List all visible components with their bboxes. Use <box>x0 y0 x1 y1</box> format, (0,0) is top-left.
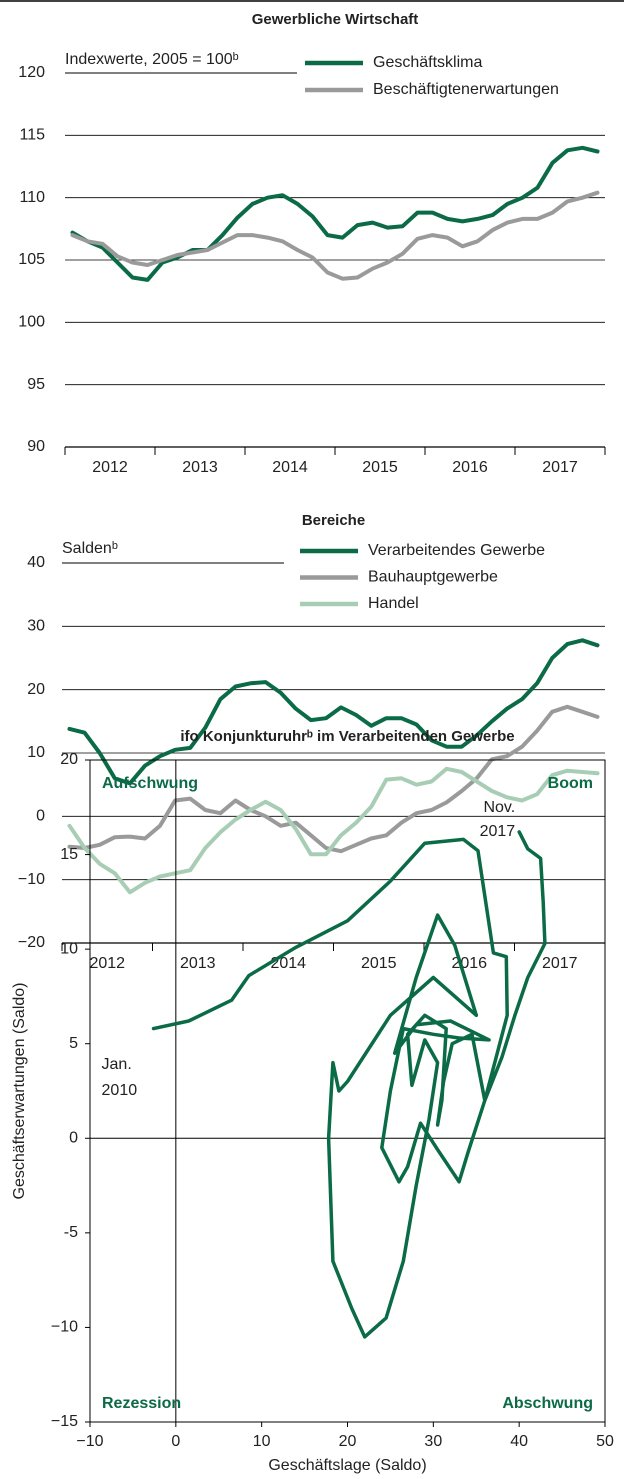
x-tick-label: 10 <box>253 1433 271 1450</box>
y-tick-label: 5 <box>69 1035 78 1052</box>
quadrant-label: Aufschwung <box>102 775 198 792</box>
end-label: 2017 <box>480 823 516 840</box>
legend-label: Verarbeitendes Gewerbe <box>368 542 545 559</box>
data-line <box>67 704 600 854</box>
data-line <box>70 145 600 282</box>
y-tick-label: -5 <box>64 1224 78 1241</box>
y-tick-label: 10 <box>60 940 78 957</box>
y-tick-label: 0 <box>69 1130 78 1147</box>
start-label: Jan. <box>102 1056 132 1073</box>
x-tick-label: 2013 <box>180 955 216 972</box>
x-tick-label: 2014 <box>272 459 308 476</box>
y-tick-label: 120 <box>18 64 45 81</box>
x-tick-label: 2012 <box>92 459 128 476</box>
unit-label: Indexwerte, 2005 = 100ᵇ <box>65 51 239 68</box>
data-line <box>151 830 547 1339</box>
y-tick-label: 40 <box>27 554 45 571</box>
y-tick-label: 95 <box>27 376 45 393</box>
data-line <box>70 190 600 281</box>
x-tick-label: 2017 <box>542 459 578 476</box>
x-tick-label: 2014 <box>270 955 306 972</box>
plot-frame <box>89 759 606 1423</box>
x-tick-label: 40 <box>510 1433 528 1450</box>
quadrant-label: Rezession <box>102 1395 181 1412</box>
data-line <box>67 638 600 786</box>
y-tick-label: 0 <box>36 808 45 825</box>
quadrant-label: Abschwung <box>502 1395 593 1412</box>
chart-title: ifo Konjunkturuhrᵇ im Verarbeitenden Gew… <box>180 728 514 745</box>
end-label: Nov. <box>483 799 515 816</box>
x-tick-label: 2013 <box>182 459 218 476</box>
x-tick-label: −10 <box>76 1433 103 1450</box>
y-tick-label: 15 <box>60 846 78 863</box>
quadrant-label: Boom <box>548 775 593 792</box>
start-label: 2010 <box>102 1082 138 1099</box>
data-line <box>67 766 600 895</box>
x-tick-label: 2017 <box>542 955 578 972</box>
y-tick-label: 90 <box>27 438 45 455</box>
x-tick-label: 50 <box>596 1433 614 1450</box>
x-axis-label: Geschäftslage (Saldo) <box>268 1457 426 1474</box>
legend-label: Geschäftsklima <box>373 54 482 71</box>
chart-title: Bereiche <box>302 512 365 529</box>
y-tick-label: 20 <box>27 681 45 698</box>
x-tick-label: 2012 <box>89 955 125 972</box>
legend-label: Handel <box>368 595 419 612</box>
unit-label: Saldenᵇ <box>62 540 118 557</box>
y-tick-label: 10 <box>27 744 45 761</box>
x-tick-label: 0 <box>171 1433 180 1450</box>
x-tick-label: 30 <box>424 1433 442 1450</box>
y-tick-label: 20 <box>60 751 78 768</box>
y-axis-label: Geschäftserwartungen (Saldo) <box>11 983 28 1200</box>
y-tick-label: 30 <box>27 618 45 635</box>
x-tick-label: 20 <box>339 1433 357 1450</box>
legend-label: Beschäftigtenerwartungen <box>373 81 559 98</box>
y-tick-label: 115 <box>19 127 45 144</box>
x-tick-label: 2015 <box>361 955 397 972</box>
y-tick-label: 110 <box>19 189 45 206</box>
y-tick-label: −10 <box>51 1319 78 1336</box>
x-tick-label: 2016 <box>452 459 488 476</box>
y-tick-label: −10 <box>18 871 45 888</box>
chart-title: Gewerbliche Wirtschaft <box>252 11 419 28</box>
x-tick-label: 2015 <box>362 459 398 476</box>
y-tick-label: −20 <box>18 934 45 951</box>
y-tick-label: 100 <box>18 314 45 331</box>
legend-label: Bauhauptgewerbe <box>368 569 498 586</box>
y-tick-label: −15 <box>51 1413 78 1430</box>
y-tick-label: 105 <box>18 251 45 268</box>
